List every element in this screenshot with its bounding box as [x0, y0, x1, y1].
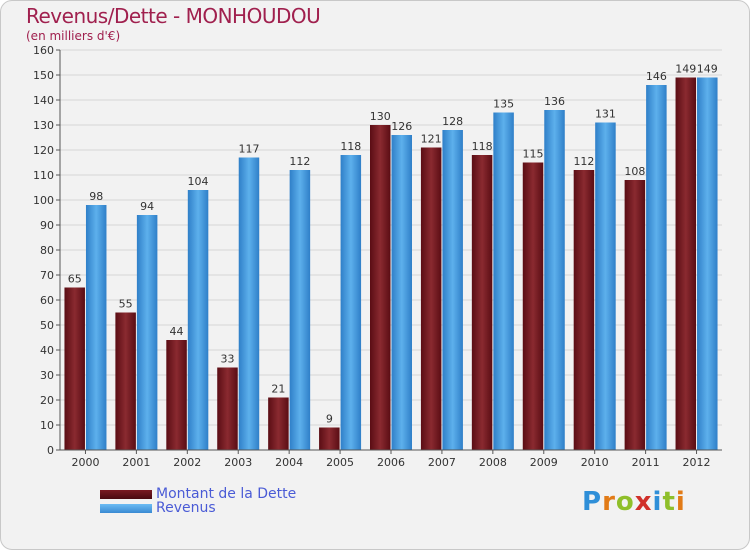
value-label-dette: 33 [220, 353, 234, 366]
value-label-dette: 121 [421, 133, 442, 146]
bar-dette [624, 180, 646, 450]
value-label-dette: 118 [472, 140, 493, 153]
x-tick-label: 2004 [275, 456, 303, 469]
y-tick-label: 140 [33, 94, 54, 107]
legend-swatch-revenus [100, 503, 152, 513]
value-label-dette: 21 [271, 383, 285, 396]
value-label-dette: 44 [170, 325, 184, 338]
bar-dette [217, 367, 238, 450]
value-label-dette: 149 [675, 63, 696, 76]
bar-revenus [442, 130, 463, 450]
x-tick-label: 2002 [173, 456, 201, 469]
y-tick-label: 70 [40, 269, 54, 282]
bar-dette [522, 162, 544, 450]
y-tick-label: 90 [40, 219, 54, 232]
value-label-revenus: 131 [595, 108, 616, 121]
bar-revenus [85, 205, 107, 450]
x-tick-label: 2000 [71, 456, 99, 469]
value-label-revenus: 136 [544, 95, 565, 108]
y-tick-label: 130 [33, 119, 54, 132]
bar-revenus [289, 170, 311, 450]
legend-label-dette: Montant de la Dette [156, 486, 297, 502]
y-tick-label: 120 [33, 144, 54, 157]
y-tick-label: 10 [40, 419, 54, 432]
y-tick-label: 20 [40, 394, 54, 407]
y-tick-label: 30 [40, 369, 54, 382]
bar-dette [166, 340, 187, 450]
bar-dette [319, 427, 340, 450]
value-label-revenus: 94 [140, 200, 154, 213]
bar-revenus [187, 190, 209, 450]
y-tick-label: 60 [40, 294, 54, 307]
bar-dette [420, 147, 442, 450]
x-tick-label: 2010 [581, 456, 609, 469]
y-tick-label: 80 [40, 244, 54, 257]
value-label-revenus: 117 [238, 143, 259, 156]
x-tick-label: 2009 [530, 456, 558, 469]
y-tick-label: 110 [33, 169, 54, 182]
x-tick-label: 2005 [326, 456, 354, 469]
value-label-revenus: 112 [289, 155, 310, 168]
value-label-dette: 112 [573, 155, 594, 168]
y-tick-label: 40 [40, 344, 54, 357]
bar-revenus [238, 157, 260, 450]
bar-revenus [493, 112, 514, 450]
bar-dette [471, 155, 493, 450]
value-label-revenus: 149 [697, 63, 718, 76]
value-label-revenus: 146 [646, 70, 667, 83]
x-tick-label: 2003 [224, 456, 252, 469]
x-tick-label: 2011 [632, 456, 660, 469]
value-label-dette: 108 [624, 165, 645, 178]
proxiti-logo: Proxiti [582, 487, 686, 517]
bar-dette [64, 287, 85, 450]
value-label-revenus: 135 [493, 98, 514, 111]
legend-label-revenus: Revenus [156, 500, 216, 516]
value-label-revenus: 118 [340, 140, 361, 153]
chart-subtitle: (en milliers d'€) [26, 29, 121, 43]
value-label-revenus: 98 [89, 190, 103, 203]
value-label-revenus: 104 [188, 175, 209, 188]
x-tick-label: 2001 [122, 456, 150, 469]
x-tick-label: 2007 [428, 456, 456, 469]
y-tick-label: 150 [33, 69, 54, 82]
bar-dette [675, 77, 697, 450]
x-tick-label: 2012 [683, 456, 711, 469]
bar-revenus [391, 135, 412, 450]
legend-swatch-dette [100, 489, 152, 499]
legend-item-revenus: Revenus [100, 500, 216, 516]
value-label-dette: 9 [326, 413, 333, 426]
y-tick-label: 50 [40, 319, 54, 332]
value-label-revenus: 128 [442, 115, 463, 128]
bar-revenus [697, 77, 718, 450]
bar-revenus [646, 85, 667, 450]
value-label-dette: 130 [370, 110, 391, 123]
y-tick-label: 100 [33, 194, 54, 207]
x-tick-label: 2006 [377, 456, 405, 469]
bar-dette [268, 397, 289, 450]
bar-dette [370, 125, 391, 450]
y-tick-label: 0 [47, 444, 54, 457]
value-label-dette: 115 [523, 148, 544, 161]
value-label-revenus: 126 [391, 120, 412, 133]
y-tick-label: 160 [33, 44, 54, 57]
legend-item-dette: Montant de la Dette [100, 486, 296, 502]
bar-dette [115, 312, 136, 450]
value-label-dette: 65 [68, 273, 82, 286]
bar-revenus [340, 155, 362, 450]
value-label-dette: 55 [119, 298, 133, 311]
chart-title: Revenus/Dette - MONHOUDOU [26, 4, 321, 28]
bar-revenus [544, 110, 565, 450]
bar-dette [573, 170, 595, 450]
bar-revenus [136, 215, 158, 450]
x-tick-label: 2008 [479, 456, 507, 469]
bar-revenus [595, 122, 616, 450]
